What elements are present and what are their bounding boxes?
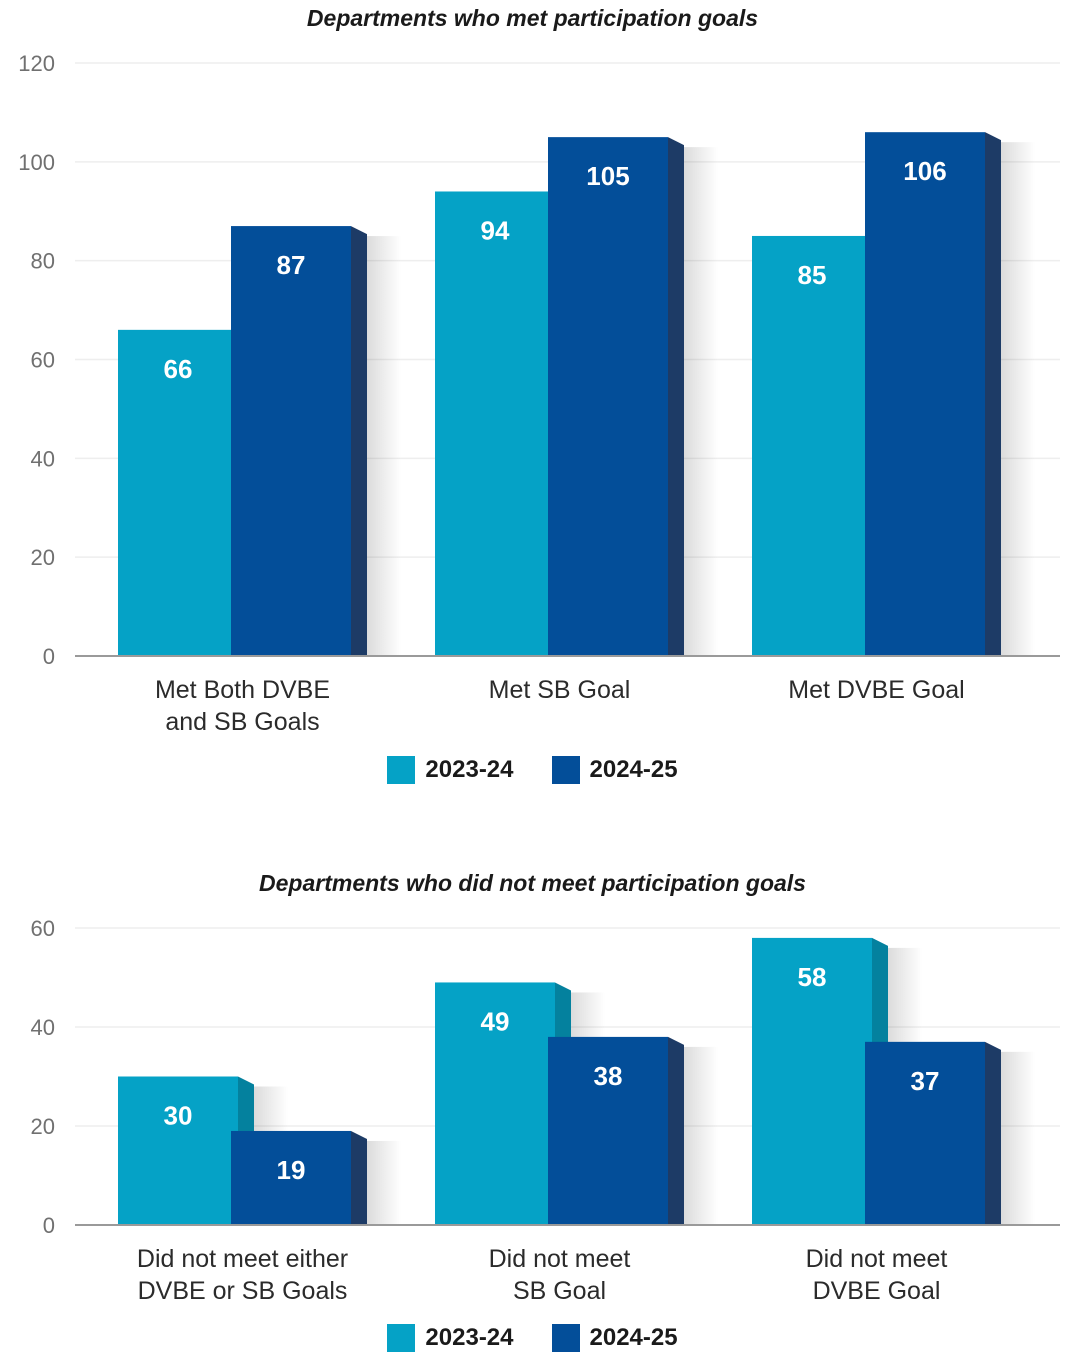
legend-item-2023-24: 2023-24: [387, 756, 514, 784]
bar-shadow: [367, 1140, 401, 1225]
y-tick-label: 100: [18, 150, 55, 175]
y-tick-label: 40: [31, 446, 55, 471]
chart-title: Departments who met participation goals: [306, 5, 759, 31]
bar-side: [351, 1130, 367, 1225]
met-goals-plot: 0 20 40 60 80 100 120 66 87 Met Both DVBE and SB G…: [18, 51, 1060, 736]
met-goals-chart: Departments who met participation goals …: [0, 5, 1065, 784]
bar: [435, 982, 555, 1225]
y-tick-label: 60: [31, 916, 55, 941]
bar-value-label: 66: [164, 354, 193, 384]
legend-item-2024-25: 2024-25: [551, 756, 678, 784]
category-label: Met DVBE Goal: [788, 676, 964, 704]
y-tick-label: 40: [31, 1015, 55, 1040]
y-tick-label: 120: [18, 51, 55, 76]
legend-label-2024-25: 2024-25: [589, 756, 678, 783]
bar-value-label: 38: [594, 1061, 623, 1091]
y-tick-label: 20: [31, 545, 55, 570]
y-tick-label: 80: [31, 249, 55, 274]
bar-value-label: 37: [911, 1066, 940, 1096]
bar: [548, 1036, 668, 1225]
y-tick-label: 0: [43, 644, 55, 669]
chart-title: Departments who did not meet participati…: [259, 870, 806, 896]
legend-label-2024-25: 2024-25: [589, 1324, 678, 1351]
bar-value-label: 94: [481, 215, 510, 245]
bar: [548, 137, 668, 656]
bar: [118, 1076, 238, 1225]
bar-shadow: [367, 236, 401, 656]
not-met-goals-plot: 0 20 40 60 30 19 Did not meet either DVBE or SB…: [31, 916, 1060, 1305]
bar-shadow: [1001, 1051, 1035, 1225]
category-label: Met Both DVBE and SB Goals: [155, 676, 330, 736]
legend: 2023-24 2024-25: [0, 1324, 1065, 1352]
bar-value-label: 58: [798, 962, 827, 992]
legend: 2023-24 2024-25: [0, 756, 1065, 784]
bar-side: [985, 1041, 1001, 1225]
legend-swatch-2023-24: [387, 756, 416, 784]
y-tick-label: 60: [31, 348, 55, 373]
bar-shadow: [684, 147, 718, 656]
bar: [231, 226, 351, 656]
not-met-goals-chart: Departments who did not meet participati…: [0, 860, 1065, 1352]
bar-shadow: [1001, 142, 1035, 656]
legend-swatch-2024-25: [551, 1324, 580, 1352]
bar-value-label: 19: [277, 1155, 306, 1185]
legend-swatch-2023-24: [387, 1324, 416, 1352]
category-label: Did not meet DVBE Goal: [806, 1245, 948, 1305]
bar: [118, 329, 238, 656]
legend-item-2024-25: 2024-25: [551, 1324, 678, 1352]
y-tick-label: 20: [31, 1114, 55, 1139]
bar: [231, 1130, 351, 1225]
legend-swatch-2024-25: [551, 756, 580, 784]
bar-value-label: 87: [277, 250, 306, 280]
bar: [752, 235, 872, 657]
bar-side: [668, 1036, 684, 1225]
legend-label-2023-24: 2023-24: [425, 756, 514, 783]
bar-value-label: 30: [164, 1101, 193, 1131]
category-label: Did not meet either DVBE or SB Goals: [137, 1245, 348, 1305]
category-label: Met SB Goal: [489, 676, 631, 704]
bar-side: [985, 132, 1001, 656]
bar-side: [351, 226, 367, 656]
bar-side: [668, 137, 684, 656]
bar-shadow: [684, 1046, 718, 1225]
bar: [865, 1041, 985, 1225]
category-label: Did not meet SB Goal: [489, 1245, 631, 1305]
legend-label-2023-24: 2023-24: [425, 1324, 514, 1351]
y-tick-label: 0: [43, 1213, 55, 1238]
bar-value-label: 105: [586, 161, 629, 191]
bar: [435, 191, 555, 656]
bar-value-label: 106: [903, 156, 946, 186]
bar: [752, 937, 872, 1225]
legend-item-2023-24: 2023-24: [387, 1324, 514, 1352]
bar: [865, 132, 985, 656]
bar-value-label: 85: [798, 260, 827, 290]
bar-value-label: 49: [481, 1006, 510, 1036]
